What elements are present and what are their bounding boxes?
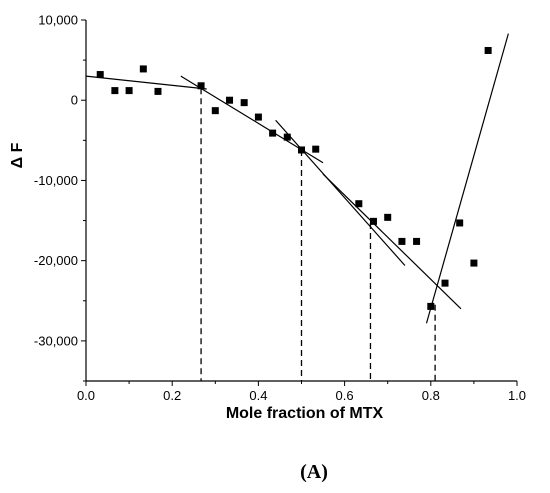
y-tick-label: -30,000 — [34, 333, 78, 348]
data-point — [484, 46, 492, 54]
data-point — [254, 113, 262, 121]
data-point — [369, 217, 377, 225]
data-point — [226, 96, 234, 104]
data-point — [355, 200, 363, 208]
data-point — [413, 237, 421, 245]
fit-line — [85, 75, 207, 90]
x-tick-label: 0.2 — [163, 388, 181, 403]
data-point — [154, 87, 162, 95]
y-tick-label: -10,000 — [34, 173, 78, 188]
panel-label: (A) — [300, 461, 328, 483]
data-point — [197, 82, 205, 90]
data-point — [240, 99, 248, 107]
y-axis-ticks: 10,000 0 -10,000 -20,000 -30,000 — [34, 13, 86, 382]
data-point — [398, 237, 406, 245]
x-tick-label: 0.0 — [77, 388, 95, 403]
dashed-drop-lines — [200, 88, 436, 381]
data-point — [470, 259, 478, 267]
fit-line — [322, 173, 462, 310]
fit-line — [425, 33, 509, 324]
data-point — [283, 133, 291, 141]
data-point — [125, 87, 133, 95]
x-axis-label: Mole fraction of MTX — [226, 405, 384, 422]
y-tick-label: 0 — [71, 93, 78, 108]
data-point — [441, 279, 449, 287]
y-axis-label: Δ F — [9, 142, 26, 168]
data-point — [111, 87, 119, 95]
data-point — [456, 219, 464, 227]
x-tick-label: 0.6 — [336, 388, 354, 403]
x-tick-label: 1.0 — [508, 388, 526, 403]
data-point — [139, 65, 147, 73]
data-point — [96, 71, 104, 79]
data-point — [312, 145, 320, 153]
data-point — [298, 146, 305, 154]
data-point — [427, 302, 435, 310]
x-tick-label: 0.4 — [249, 388, 267, 403]
data-point — [384, 213, 392, 221]
data-points — [96, 46, 492, 310]
data-point — [269, 129, 277, 137]
y-tick-label: -20,000 — [34, 253, 78, 268]
x-tick-label: 0.8 — [422, 388, 440, 403]
x-axis-ticks: 0.0 0.2 0.4 0.6 0.8 1.0 — [77, 381, 526, 403]
fit-line — [275, 119, 406, 266]
y-tick-label: 10,000 — [38, 13, 78, 28]
data-point — [211, 107, 219, 115]
